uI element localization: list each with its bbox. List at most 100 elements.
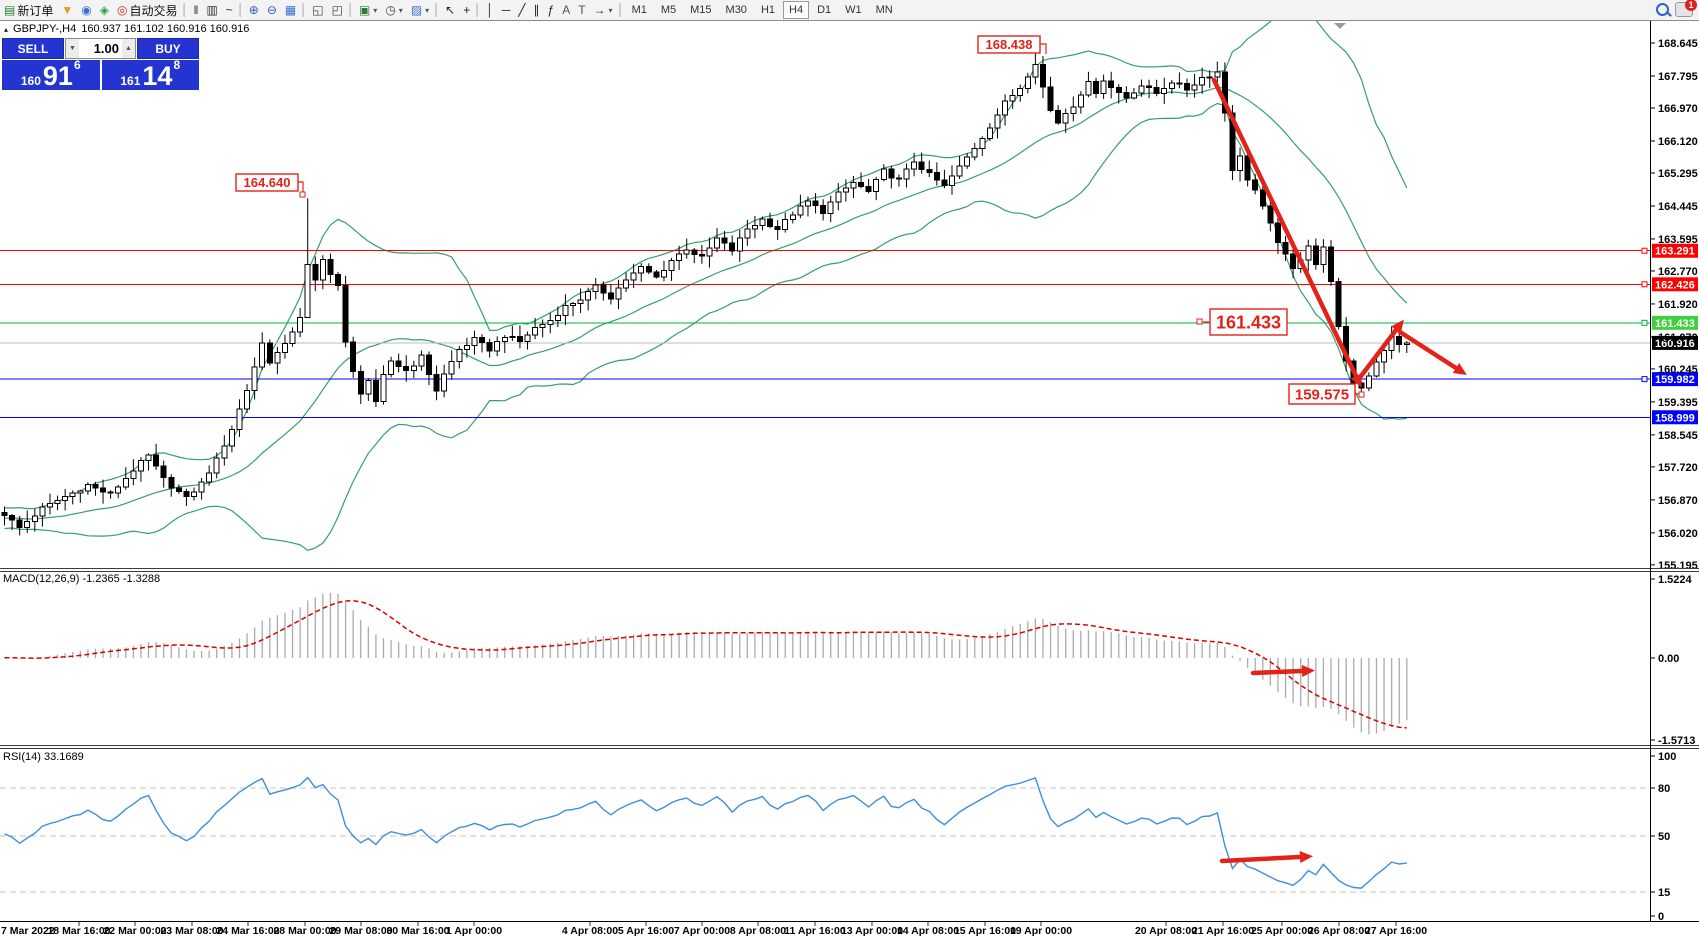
candle	[767, 212, 774, 229]
buy-price[interactable]: 161 14 8	[101, 58, 199, 90]
panel-collapse-triangle[interactable]	[1334, 23, 1346, 29]
new-order-button[interactable]: ▤ 新订单	[0, 1, 57, 19]
horizontal-level-lines[interactable]	[0, 247, 1650, 418]
candle-body-down	[107, 491, 114, 494]
candle-body-up	[986, 127, 993, 139]
toolbar-separator	[348, 3, 351, 17]
lot-size-field[interactable]: ▼ 1.00 ▲	[65, 38, 136, 59]
community-icon[interactable]: ◉	[77, 1, 95, 19]
deposit-icon[interactable]: ▼	[57, 1, 77, 19]
buy-price-prefix: 161	[120, 74, 141, 88]
periods-icon[interactable]: ◷ ▾	[381, 1, 407, 19]
chart-objects-overlay[interactable]: 168.438 164.640 161.433 159.575	[235, 23, 1467, 864]
arrows-icon[interactable]: → ▾	[590, 1, 617, 19]
timeframe-m30[interactable]: M30	[725, 4, 747, 16]
notifications-icon[interactable]: 1	[1675, 0, 1697, 17]
candle-body-up	[797, 205, 804, 216]
timeframe-m15[interactable]: M15	[690, 4, 712, 16]
candle-body-down	[1115, 86, 1122, 93]
candle-body-down	[774, 225, 781, 231]
zoom-out-icon[interactable]: ⊖	[263, 1, 281, 19]
callout-anchor	[1358, 391, 1365, 398]
time-label: 13 Apr 00:00	[841, 925, 903, 937]
candle-body-up	[1002, 100, 1009, 116]
lot-increase-button[interactable]: ▲	[122, 39, 135, 58]
timeframe-w1[interactable]: W1	[845, 4, 862, 16]
candle	[84, 482, 91, 495]
candle	[1032, 51, 1039, 85]
trend-arrow[interactable]	[1355, 319, 1404, 383]
chart-shift-icon[interactable]: ◰	[328, 1, 347, 19]
trendline-icon[interactable]: ╱	[514, 1, 529, 19]
chevron-down-icon[interactable]: ▾	[608, 5, 613, 15]
candle-body-down	[698, 253, 705, 257]
chevron-down-icon[interactable]: ▾	[373, 5, 378, 15]
auto-scroll-icon[interactable]: ◱	[308, 1, 327, 19]
chevron-down-icon[interactable]: ▾	[425, 5, 430, 15]
toolbar-separator	[183, 3, 186, 17]
price-callout[interactable]: 168.438	[977, 35, 1047, 54]
channel-icon[interactable]: ∥	[530, 1, 544, 19]
timeframe-m1[interactable]: M1	[631, 4, 647, 16]
timeframe-mn[interactable]: MN	[875, 4, 893, 16]
horizontal-line-icon: ─	[501, 3, 511, 17]
candle-body-down	[645, 266, 652, 273]
timeframe-m5[interactable]: M5	[660, 4, 677, 16]
sell-price[interactable]: 160 91 6	[2, 58, 100, 90]
timeframe-d1[interactable]: D1	[817, 4, 832, 16]
lot-decrease-button[interactable]: ▼	[66, 39, 79, 58]
indicators-icon[interactable]: ▣ ▾	[355, 1, 381, 19]
candle-body-up	[539, 323, 546, 329]
main-toolbar: ▤ 新订单 ▼ ◉ ◈ ◎ 自动交易 ‖ ▥ ~ ⊕ ⊖ ▦ ◱ ◰ ▣ ▾ ◷ ▾ ▨ ▾ ↖ + │ ─ ╱ ∥ ƒ A T → ▾ M1 M…	[0, 0, 1699, 21]
candle	[1282, 236, 1289, 262]
candle-body-up	[228, 429, 235, 447]
candle-body-down	[607, 292, 614, 300]
price-callout[interactable]: 161.433	[1196, 308, 1288, 336]
candle-body-up	[69, 492, 76, 498]
crosshair-icon[interactable]: +	[459, 1, 474, 19]
candle	[797, 194, 804, 219]
search-icon[interactable]	[1656, 3, 1669, 16]
buy-button[interactable]: BUY	[137, 38, 199, 59]
trend-arrow[interactable]	[1250, 665, 1315, 677]
bar-chart-icon[interactable]: ‖	[189, 1, 202, 19]
candle-body-up	[1320, 246, 1327, 265]
cursor-icon[interactable]: ↖	[441, 1, 459, 19]
candle	[1320, 239, 1327, 273]
chevron-down-icon[interactable]: ▾	[398, 5, 403, 15]
candle-body-up	[873, 178, 880, 193]
candle	[479, 334, 486, 353]
zoom-in-icon[interactable]: ⊕	[245, 1, 263, 19]
horizontal-line-icon[interactable]: ─	[498, 1, 515, 19]
trend-arrow[interactable]	[1397, 329, 1467, 375]
fibonacci-icon[interactable]: ƒ	[544, 1, 559, 19]
price-tag-text: 163.291	[1655, 246, 1695, 258]
candle-body-up	[880, 168, 887, 180]
macd-axis-label: 1.5224	[1658, 574, 1693, 586]
autotrade-button[interactable]: ◎ 自动交易	[113, 1, 182, 19]
candle	[395, 353, 402, 373]
timeframe-h4[interactable]: H4	[783, 1, 810, 19]
price-callout[interactable]: 164.640	[235, 173, 306, 198]
sell-button[interactable]: SELL	[2, 38, 64, 59]
line-chart-icon[interactable]: ~	[222, 1, 237, 19]
hline-hook	[1641, 247, 1648, 254]
price-callout[interactable]: 159.575	[1288, 383, 1365, 405]
signal-icon[interactable]: ◈	[96, 1, 113, 19]
vertical-line-icon[interactable]: │	[482, 1, 498, 19]
trend-arrow[interactable]	[1211, 77, 1362, 388]
auto-scroll-icon: ◱	[312, 3, 324, 17]
candle	[759, 216, 766, 231]
candle-body-up	[1032, 63, 1039, 78]
templates-icon[interactable]: ▨ ▾	[407, 1, 433, 19]
cursor-icon: ↖	[445, 3, 456, 17]
candlestick-chart-icon[interactable]: ▥	[202, 1, 221, 19]
text-label-icon[interactable]: T	[574, 1, 589, 19]
text-icon[interactable]: A	[558, 1, 574, 19]
tile-windows-icon[interactable]: ▦	[281, 1, 300, 19]
candle-body-up	[1381, 349, 1388, 363]
timeframe-h1[interactable]: H1	[760, 4, 775, 16]
candle-body-down	[1244, 155, 1251, 181]
trend-arrow[interactable]	[1219, 851, 1313, 864]
